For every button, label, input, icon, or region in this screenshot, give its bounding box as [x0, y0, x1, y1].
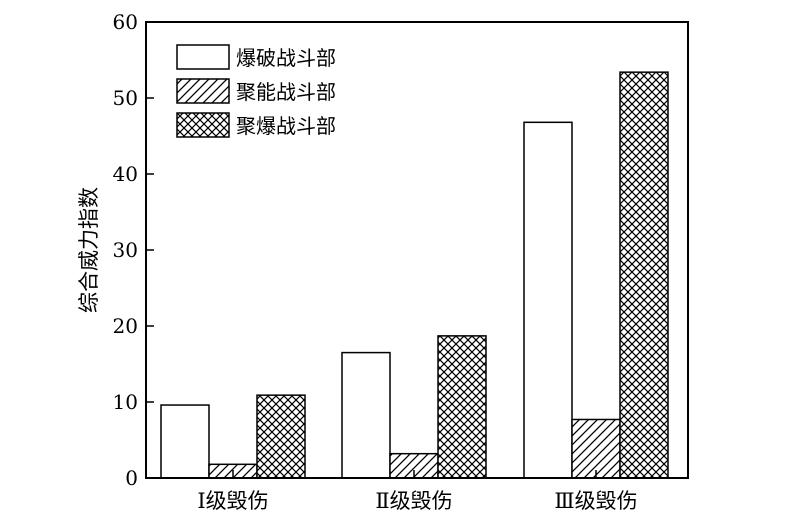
y-tick-label: 0 [125, 466, 138, 490]
legend-swatch [176, 44, 230, 70]
bar-1-3 [256, 394, 306, 479]
legend-label: 爆破战斗部 [236, 46, 336, 70]
y-tick-label: 60 [113, 10, 138, 34]
bar-2-1 [341, 351, 391, 479]
bar-3-2 [571, 418, 621, 479]
legend-label: 聚爆战斗部 [236, 114, 336, 138]
bar-2-3 [437, 335, 487, 479]
bar-3-1 [523, 121, 573, 479]
y-tick-label: 50 [113, 86, 138, 110]
y-axis-label: 综合威力指数 [77, 187, 101, 313]
y-axis: 0 10 20 30 40 50 60 [113, 10, 154, 490]
x-axis: Ⅰ级毁伤 Ⅱ级毁伤 Ⅲ级毁伤 [197, 470, 638, 513]
x-tick-label: Ⅰ级毁伤 [197, 489, 268, 513]
bar-3-3 [619, 71, 669, 479]
plot-frame [145, 21, 689, 479]
legend-swatch [176, 78, 230, 104]
bar-1-1 [160, 404, 210, 479]
legend-swatch [176, 112, 230, 138]
legend-label: 聚能战斗部 [236, 80, 336, 104]
x-tick-label: Ⅱ级毁伤 [375, 489, 452, 513]
y-tick-label: 40 [113, 162, 138, 186]
x-tick-label: Ⅲ级毁伤 [554, 489, 637, 513]
y-tick-label: 10 [113, 390, 138, 414]
y-tick-label: 30 [113, 238, 138, 262]
y-tick-label: 20 [113, 314, 138, 338]
